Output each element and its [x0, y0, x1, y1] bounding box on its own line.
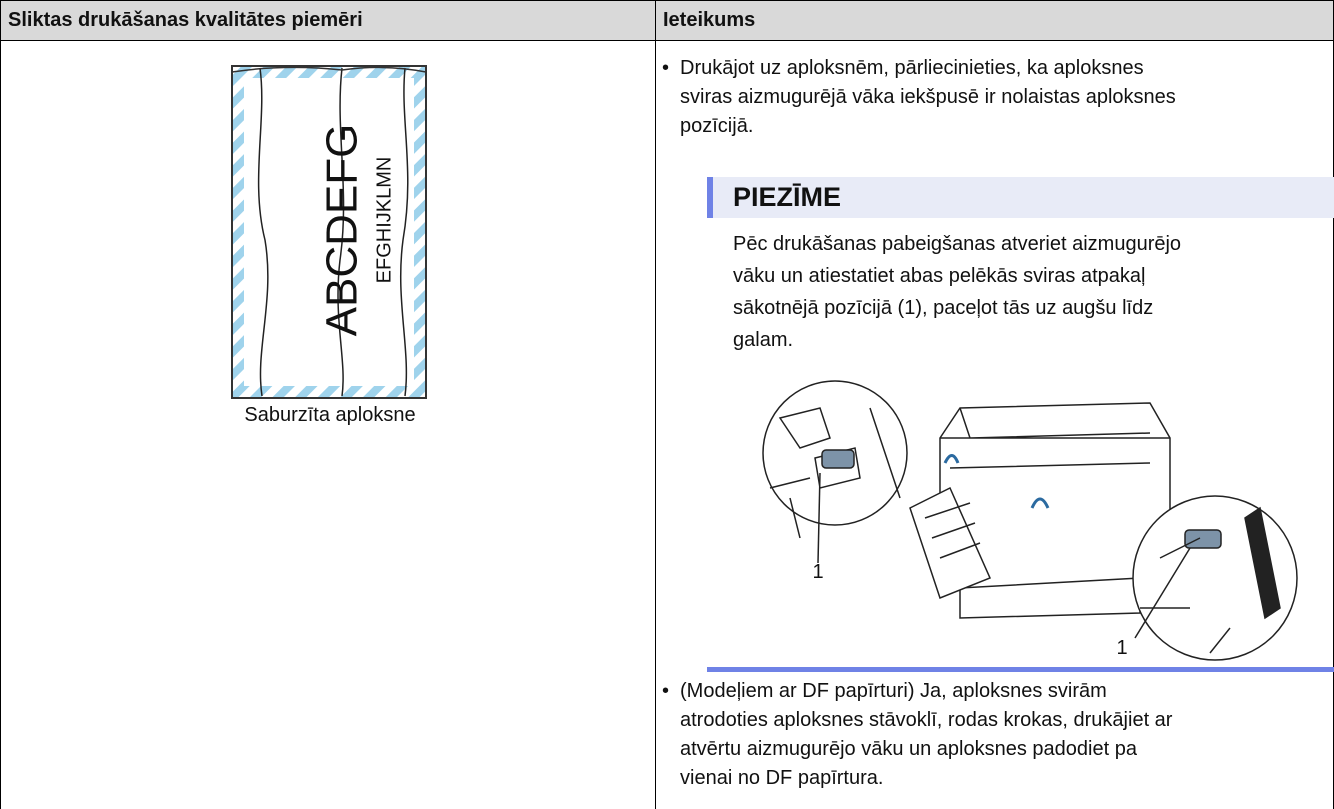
- recommendation-line: atrodoties aploksnes stāvoklī, rodas kro…: [680, 709, 1173, 731]
- header-cell: Ieteikums: [655, 0, 1334, 40]
- note-line: Pēc drukāšanas pabeigšanas atveriet aizm…: [733, 233, 1182, 255]
- note-bar: [707, 177, 713, 218]
- recommendation-line: atvērtu aizmugurējo vāku un aploksnes pa…: [680, 738, 1137, 760]
- caption: Saburzīta aploksne: [244, 404, 416, 426]
- recommendation-line: sviras aizmugurējā vāka iekšpusē ir nola…: [680, 86, 1176, 108]
- border: [655, 0, 656, 809]
- recommendation-line: pozīcijā.: [680, 115, 754, 137]
- recommendation-line: Drukājot uz aploksnēm, pārliecinieties, …: [680, 57, 1144, 79]
- recommendation-line: vienai no DF papīrtura.: [680, 767, 884, 789]
- envelope-illustration: ABCDEFG EFGHIJKLMN: [231, 65, 427, 399]
- note-line: vāku un atiestatiet abas pelēkās sviras …: [733, 265, 1146, 287]
- header-text: Sliktas drukāšanas kvalitātes piemēri: [8, 9, 363, 31]
- note-rule: [707, 667, 1334, 672]
- border: [0, 40, 1334, 41]
- note-title: PIEZĪME: [733, 182, 842, 212]
- header-text: Ieteikums: [663, 9, 756, 31]
- note-header: [707, 177, 1334, 218]
- border: [0, 0, 1334, 1]
- envelope-text: EFGHIJKLMN: [373, 157, 395, 284]
- note-line: galam.: [733, 329, 794, 351]
- bullet: •: [662, 57, 670, 79]
- printer-illustration: 1 1: [762, 380, 1298, 661]
- bullet: •: [662, 680, 670, 702]
- callout: 1: [812, 561, 823, 583]
- envelope-text: ABCDEFG: [318, 124, 367, 337]
- border: [0, 0, 1, 809]
- recommendation-line: (Modeļiem ar DF papīrturi) Ja, aploksnes…: [680, 680, 1107, 702]
- header-cell: Sliktas drukāšanas kvalitātes piemēri: [0, 0, 655, 40]
- note-line: sākotnējā pozīcijā (1), paceļot tās uz a…: [733, 297, 1154, 319]
- callout: 1: [1116, 637, 1127, 659]
